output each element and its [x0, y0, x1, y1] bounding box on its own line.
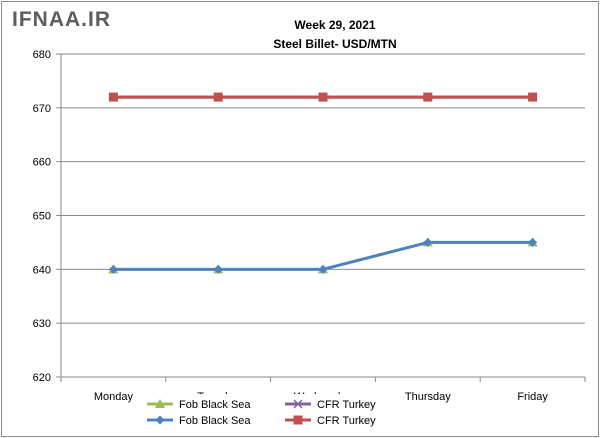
legend-marker-2 — [293, 399, 303, 409]
legend-marker-3 — [293, 415, 303, 425]
y-tick-label: 660 — [33, 157, 51, 169]
y-tick-labels: 620 630 640 650 660 670 680 — [33, 49, 51, 384]
chart-title: Week 29, 2021 — [294, 18, 376, 32]
legend-box — [142, 394, 394, 430]
x-tick-label: Friday — [517, 391, 548, 403]
series-lines — [108, 92, 538, 274]
data-point-1 — [528, 237, 538, 247]
y-tick-label: 680 — [33, 49, 51, 61]
legend: Fob Black Sea CFR Turkey Fob Black Sea CFR … — [142, 394, 394, 430]
legend-marker-0 — [155, 399, 165, 408]
y-tick-label: 670 — [33, 103, 51, 115]
x-tick-label: Monday — [94, 391, 134, 403]
gridlines — [61, 53, 585, 378]
axes — [56, 53, 586, 382]
data-point-3 — [213, 92, 223, 102]
legend-label: CFR Turkey — [317, 415, 376, 427]
data-point-1 — [213, 264, 223, 274]
data-point-3 — [423, 92, 433, 102]
legend-label: Fob Black Sea — [179, 415, 251, 427]
legend-marker-1 — [155, 415, 165, 425]
data-point-3 — [528, 92, 538, 102]
data-point-3 — [318, 92, 328, 102]
chart-subtitle: Steel Billet- USD/MTN — [273, 37, 396, 51]
y-tick-label: 630 — [33, 318, 51, 330]
data-point-1 — [423, 237, 433, 247]
data-point-1 — [318, 264, 328, 274]
y-tick-label: 620 — [33, 372, 51, 384]
y-tick-label: 640 — [33, 264, 51, 276]
watermark-logo: IFNAA.IR — [12, 8, 111, 31]
data-point-1 — [108, 264, 118, 274]
legend-label: CFR Turkey — [317, 399, 376, 411]
data-point-3 — [108, 92, 118, 102]
x-tick-label: Thursday — [405, 391, 451, 403]
y-tick-label: 650 — [33, 211, 51, 223]
legend-label: Fob Black Sea — [179, 399, 251, 411]
